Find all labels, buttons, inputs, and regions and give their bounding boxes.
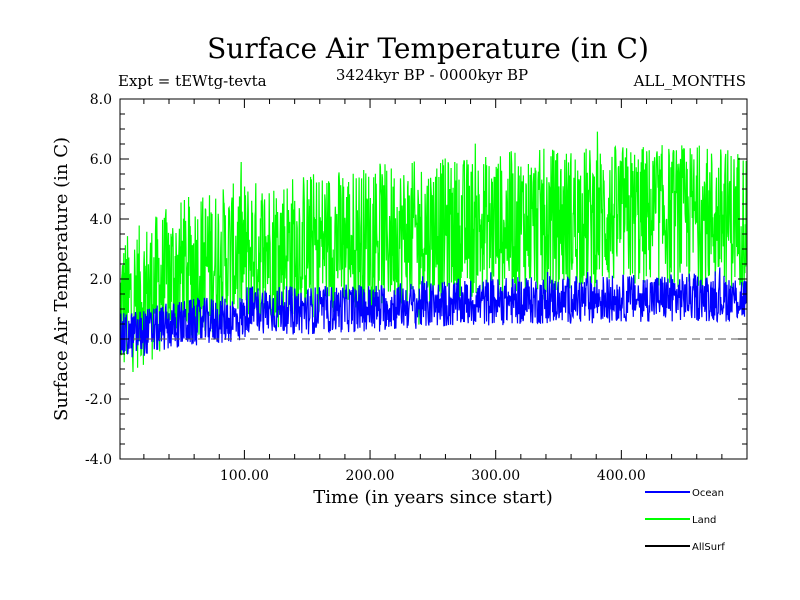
experiment-label: Expt = tEWtg-tevta — [118, 72, 267, 90]
x-tick-label: 300.00 — [471, 468, 520, 484]
y-tick-label: 8.0 — [90, 92, 112, 108]
legend-label-allsurf: AllSurf — [692, 542, 725, 553]
x-tick-label: 400.00 — [597, 468, 646, 484]
y-tick-label: 6.0 — [90, 152, 112, 168]
x-tick-label: 200.00 — [346, 468, 395, 484]
chart-title: Surface Air Temperature (in C) — [207, 32, 649, 65]
y-tick-label: -4.0 — [85, 452, 112, 468]
x-axis: 100.00 200.00 300.00 400.00 — [143, 99, 723, 484]
x-tick-label: 100.00 — [220, 468, 269, 484]
months-label: ALL_MONTHS — [633, 72, 746, 90]
y-tick-label: 4.0 — [90, 212, 112, 228]
series-line-ocean — [120, 267, 747, 358]
y-axis-label: Surface Air Temperature (in C) — [51, 137, 72, 421]
y-tick-label: 2.0 — [90, 272, 112, 288]
y-axis: -4.0 -2.0 0.0 2.0 4.0 6.0 8.0 — [85, 92, 747, 468]
time-range-label: 3424kyr BP - 0000kyr BP — [336, 66, 528, 84]
legend-label-land: Land — [692, 515, 716, 526]
plot-area — [120, 131, 747, 373]
legend-label-ocean: Ocean — [692, 488, 724, 499]
series-line-land — [120, 131, 747, 373]
x-axis-label: Time (in years since start) — [313, 487, 553, 508]
y-tick-label: 0.0 — [90, 332, 112, 348]
legend: Ocean Land AllSurf — [645, 488, 725, 553]
y-tick-label: -2.0 — [85, 392, 112, 408]
